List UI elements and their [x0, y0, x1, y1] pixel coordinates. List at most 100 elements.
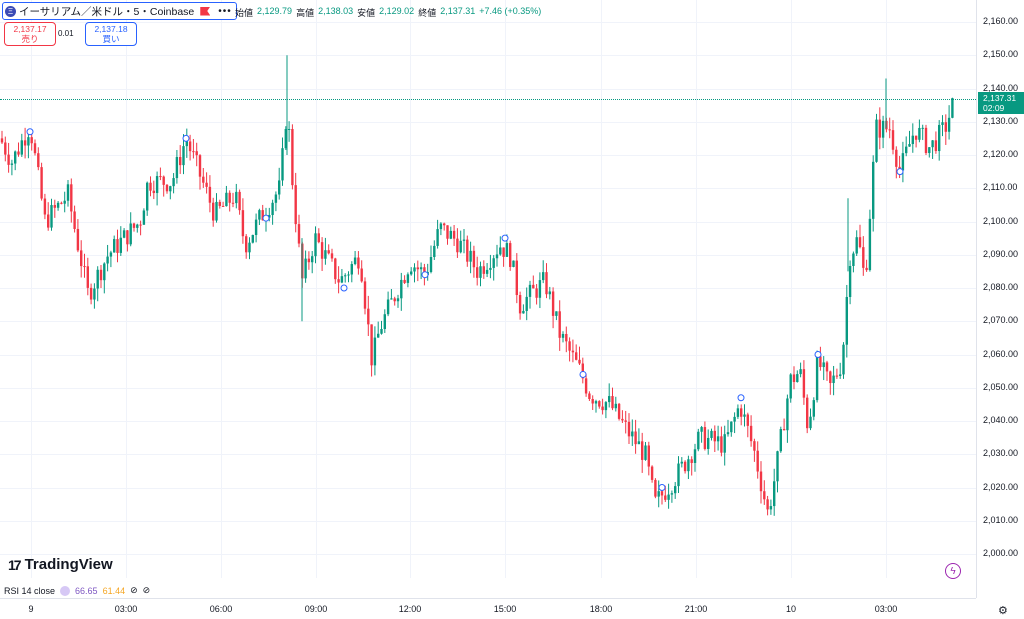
candle-body [905, 146, 908, 154]
candle-body [73, 211, 76, 229]
candle-body [766, 499, 769, 510]
candle-body [383, 314, 386, 330]
candle-body [327, 250, 330, 254]
candle-body [776, 451, 779, 482]
sell-label: 売り [21, 34, 39, 44]
candle-body [525, 296, 528, 311]
candle-body [446, 225, 449, 239]
candle-body [558, 311, 561, 338]
candle-body [591, 398, 594, 404]
buy-label: 買い [102, 34, 120, 44]
grid-line-v [696, 0, 697, 578]
spread-value: 0.01 [58, 29, 74, 38]
grid-line-h [0, 554, 976, 555]
candle-body [80, 250, 83, 267]
candle-body [908, 144, 911, 147]
candle-body [155, 176, 159, 194]
candle-body [413, 267, 416, 272]
candle-body [485, 269, 489, 274]
candle-body [654, 479, 657, 497]
time-scale[interactable]: 9 03:00 06:00 09:00 12:00 15:00 18:00 21:00 10 03… [0, 598, 976, 619]
settings-gear-icon[interactable]: ⚙ [998, 605, 1008, 617]
candle-body [512, 260, 515, 267]
candle-body [314, 233, 317, 257]
rsi-legend[interactable]: RSI 14 close 66.65 61.44 ⊘ ⊘ [4, 585, 150, 596]
candle-body [947, 117, 951, 132]
candle-body [47, 214, 50, 228]
candle-body [479, 266, 482, 278]
candle-body [914, 135, 918, 140]
candle-body [373, 337, 377, 366]
candle-body [532, 284, 535, 289]
tradingview-logo[interactable]: 17 TradingView [8, 556, 113, 573]
candle-body [736, 408, 740, 417]
price-tick-label: 2,120.00 [983, 149, 1019, 159]
candle-body [938, 124, 941, 152]
candle-body [690, 459, 693, 463]
candle-body [624, 420, 627, 422]
candle-body [165, 184, 169, 192]
candle-body [274, 194, 278, 203]
flag-icon[interactable] [200, 6, 211, 16]
ohlc-value: 2,137.31 [440, 6, 476, 16]
candle-body [812, 400, 815, 417]
price-tick-label: 2,000.00 [983, 548, 1019, 558]
hide-indicator-icon[interactable]: ⊘ [130, 585, 138, 595]
event-marker-icon [501, 234, 509, 242]
sell-button[interactable]: 2,137.17 売り [4, 22, 56, 46]
candle-body [429, 257, 433, 273]
candle-body [872, 161, 875, 219]
candle-body [344, 275, 347, 277]
grid-line-h [0, 454, 976, 456]
event-marker-icon [262, 214, 270, 222]
candle-body [584, 378, 588, 394]
price-tick-label: 2,070.00 [983, 315, 1019, 326]
buy-button[interactable]: 2,137.18 買い [85, 22, 137, 46]
tradingview-logo-icon: 17 [8, 556, 22, 573]
candle-body [786, 398, 789, 431]
event-marker-icon [658, 484, 666, 491]
candle-body [683, 461, 687, 472]
current-price-value: 2,137.31 [983, 93, 1017, 103]
indicator-settings-icon[interactable] [60, 585, 71, 596]
candle-body [756, 450, 759, 472]
candle-body [700, 427, 703, 432]
candle-body [281, 148, 284, 181]
candle-body [357, 257, 360, 269]
candle-body [370, 324, 373, 366]
candle-body [548, 291, 551, 295]
event-marker-icon [26, 128, 34, 136]
candle-body [644, 445, 647, 460]
candle-body [934, 140, 938, 152]
grid-line-v [31, 0, 32, 578]
candle-body [505, 243, 509, 257]
candle-body [96, 269, 99, 289]
candle-body [287, 129, 291, 131]
candle-body [944, 122, 947, 132]
lightning-icon[interactable]: ϟ [945, 563, 961, 579]
candle-body [353, 257, 357, 265]
chart-area[interactable] [0, 0, 976, 578]
more-icon[interactable]: ••• [218, 5, 232, 17]
candle-body [116, 239, 119, 253]
candle-body [304, 258, 307, 279]
candle-body [241, 210, 245, 237]
candle-body [852, 253, 855, 266]
symbol-selector[interactable]: Ξ イーサリアム／米ドル・5・Coinbase ••• [2, 2, 237, 20]
price-scale[interactable]: 2,160.00 2,150.00 2,140.00 2,130.00 2,120.00… [976, 0, 1024, 598]
candle-body [423, 267, 426, 275]
candle-body [231, 202, 235, 204]
remove-indicator-icon[interactable]: ⊘ [142, 585, 151, 595]
candle-body [693, 449, 697, 463]
candle-body [215, 201, 218, 221]
candle-body [307, 258, 311, 263]
candle-body [733, 416, 736, 422]
candle-body [452, 230, 456, 239]
candle-body [627, 421, 631, 437]
candle-body [680, 461, 683, 464]
candle-body [641, 441, 644, 460]
candle-body [119, 237, 122, 253]
grid-line-v [791, 0, 792, 578]
ohlc-label: 安値 [357, 8, 376, 18]
candle-body [565, 333, 568, 342]
